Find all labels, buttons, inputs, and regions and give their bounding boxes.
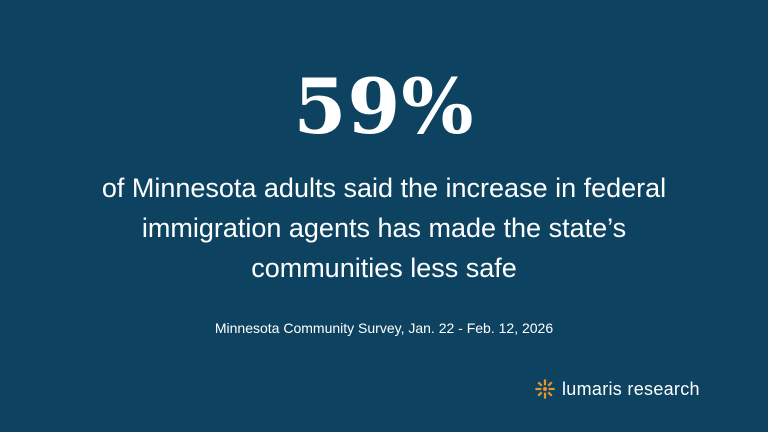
stat-statement: of Minnesota adults said the increase in…: [101, 173, 667, 283]
brand-lockup: lumaris research: [534, 375, 700, 403]
source-citation: Minnesota Community Survey, Jan. 22 - Fe…: [214, 320, 554, 336]
brand-name: lumaris research: [562, 379, 700, 399]
headline-stat: 59%: [293, 62, 475, 151]
sunburst-logo-icon: [535, 379, 555, 399]
